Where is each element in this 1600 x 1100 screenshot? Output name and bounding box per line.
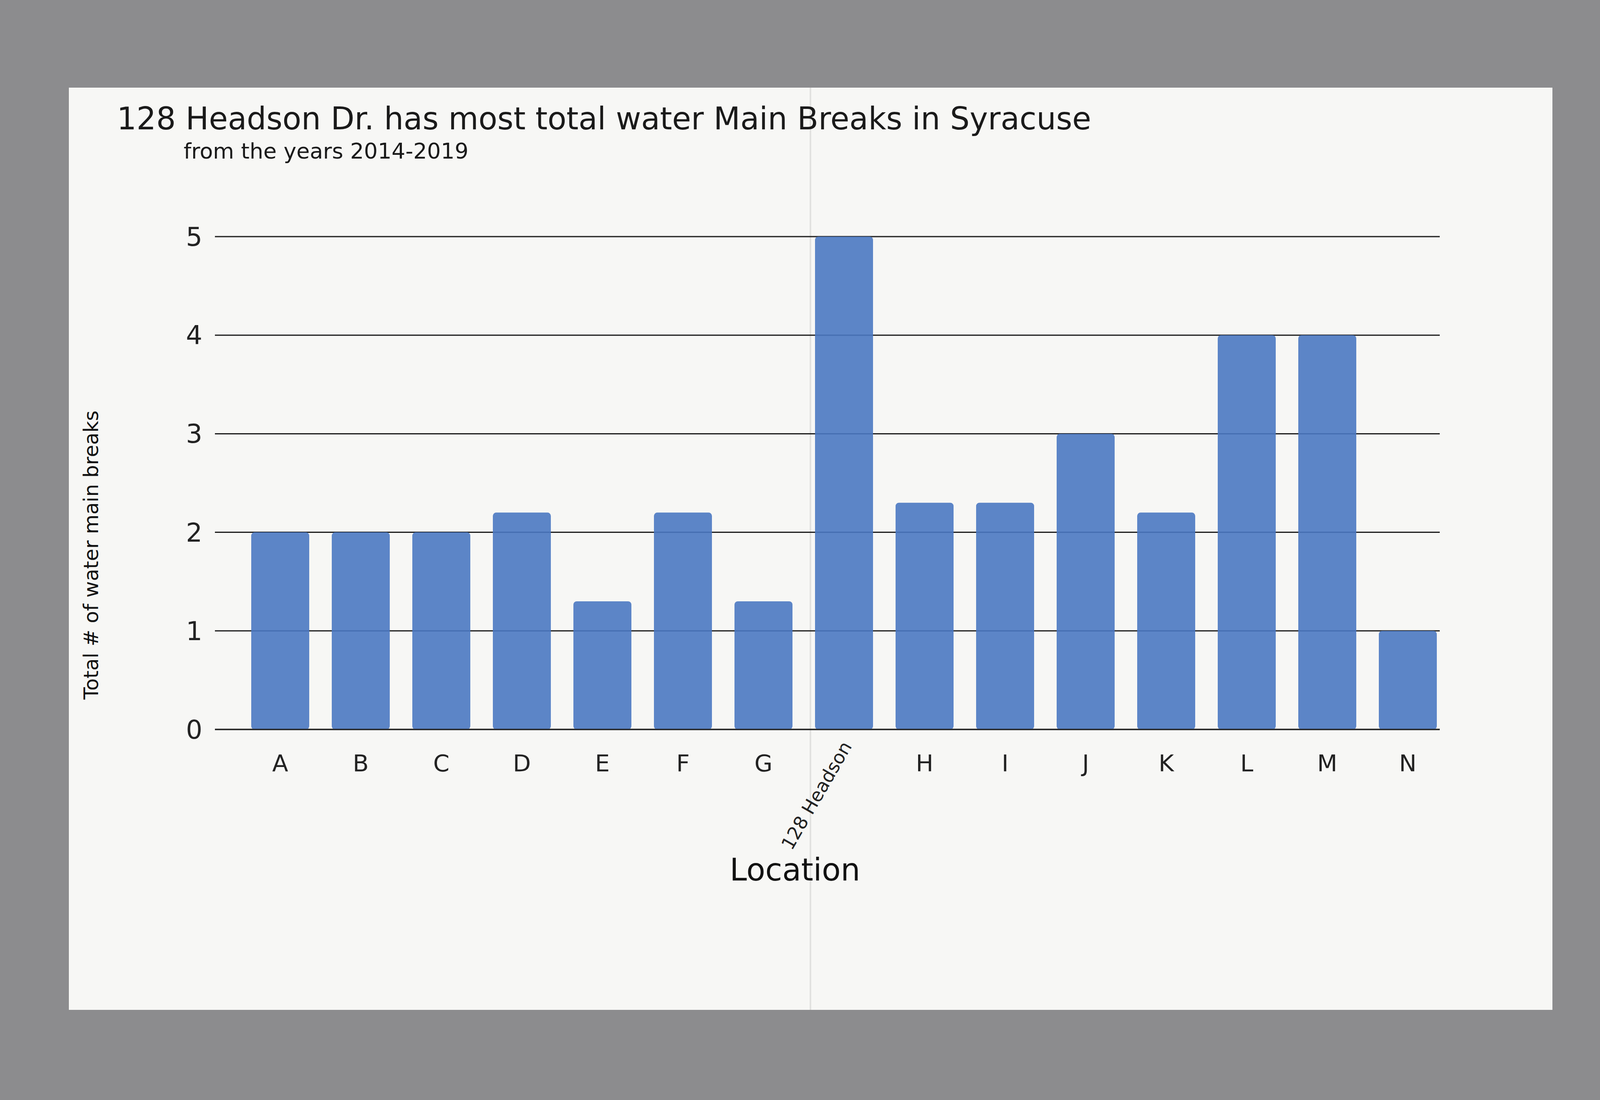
x-tick-label: L xyxy=(1240,749,1254,777)
subtitle: from the years 2014-2019 xyxy=(183,138,469,164)
x-tick-label: E xyxy=(595,749,610,777)
x-tick-label: B xyxy=(352,749,369,777)
x-tick-label: 128 Headson xyxy=(777,737,857,854)
bar xyxy=(734,601,793,730)
chart-svg: 0 1 2 3 4 5 A B C D E F G128 Headson H I J K L M N 128 Heads… xyxy=(0,0,1600,1100)
x-tick-label: A xyxy=(272,749,288,777)
bars xyxy=(251,236,1437,730)
paper xyxy=(68,87,1553,1010)
bar xyxy=(1137,512,1196,730)
bar xyxy=(1378,630,1437,730)
y-tick-label: 2 xyxy=(186,517,203,548)
bar xyxy=(251,532,310,730)
x-tick-label: K xyxy=(1158,749,1175,777)
bar xyxy=(815,236,874,730)
bar xyxy=(1217,335,1276,730)
x-tick-label: C xyxy=(433,749,450,777)
x-tick-label: D xyxy=(512,749,531,777)
x-tick-label: F xyxy=(676,749,690,777)
bar xyxy=(1298,335,1357,730)
y-tick-label: 0 xyxy=(186,714,203,745)
bar xyxy=(653,512,712,730)
background xyxy=(0,0,1600,1100)
y-tick-label: 1 xyxy=(186,615,203,647)
bar xyxy=(492,512,551,730)
bar xyxy=(895,502,954,730)
x-tick-label: J xyxy=(1080,749,1090,777)
bar xyxy=(331,532,390,730)
x-tick-label: H xyxy=(915,749,934,777)
x-tick-label: G xyxy=(754,749,773,777)
y-tick-label: 4 xyxy=(186,320,203,351)
x-tick-label: N xyxy=(1399,749,1417,777)
bar xyxy=(412,532,471,730)
x-axis-label: Location xyxy=(729,851,861,888)
root: 0 1 2 3 4 5 A B C D E F G128 Headson H I J K L M N 128 Heads… xyxy=(0,0,1600,1100)
bar xyxy=(573,601,632,730)
y-tick-label: 5 xyxy=(186,221,203,253)
title: 128 Headson Dr. has most total water Mai… xyxy=(116,100,1092,137)
y-axis-label: Total # of water main breaks xyxy=(79,410,103,700)
bar xyxy=(976,502,1035,730)
x-axis-line xyxy=(214,729,1440,731)
y-tick-label: 3 xyxy=(186,418,203,450)
x-tick-label: I xyxy=(1001,749,1009,777)
grid-line xyxy=(214,729,1440,731)
bar xyxy=(1056,433,1115,730)
x-tick-label: M xyxy=(1317,749,1338,777)
